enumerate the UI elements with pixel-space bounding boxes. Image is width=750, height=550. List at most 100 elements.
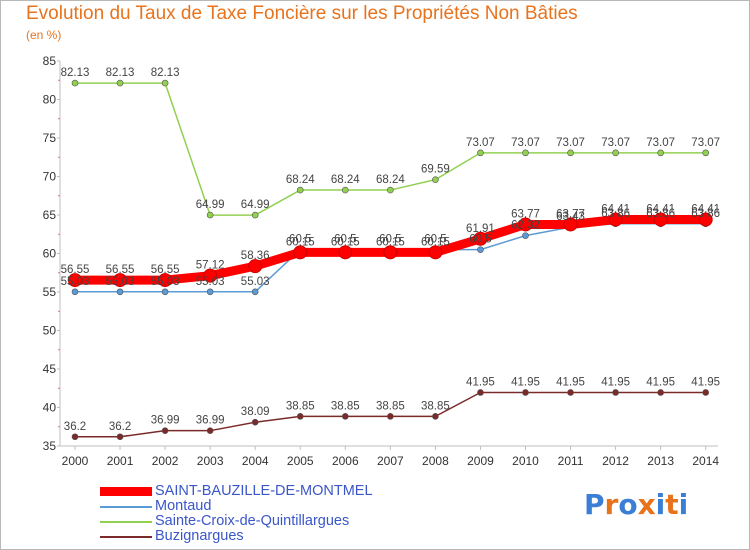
data-label: 68.24 — [376, 174, 405, 186]
data-point — [116, 288, 124, 296]
data-label: 68.24 — [286, 174, 315, 186]
series-line-3 — [75, 82, 706, 216]
line-chart: 35 40 45 50 55 60 65 70 75 80 85 2000 2001 2002 2003 20… — [43, 54, 720, 468]
data-point — [477, 246, 484, 253]
data-point — [387, 413, 394, 420]
data-label: 82.13 — [106, 67, 135, 79]
data-label: 60.5 — [424, 234, 446, 246]
data-point — [206, 427, 214, 434]
data-point — [702, 389, 710, 396]
data-label: 55.03 — [61, 276, 90, 288]
logo-letter: o — [618, 488, 638, 521]
x-tick-label: 2007 — [377, 454, 404, 468]
data-label: 41.95 — [466, 376, 495, 388]
data-point — [203, 268, 218, 283]
x-tick-label: 2010 — [512, 454, 539, 468]
data-label: 55.03 — [151, 276, 180, 288]
data-point — [338, 245, 353, 260]
data-point — [248, 259, 263, 274]
legend-label: Sainte-Croix-de-Quintillargues — [155, 513, 350, 529]
data-label: 57.12 — [196, 260, 225, 272]
data-label: 63.43 — [556, 211, 585, 223]
y-tick-label: 65 — [43, 208, 57, 222]
data-point — [432, 413, 439, 420]
data-label: 60.15 — [286, 236, 315, 248]
data-point — [206, 211, 214, 219]
data-label: 68.24 — [331, 174, 360, 186]
y-tick-label: 45 — [43, 362, 57, 376]
data-point — [522, 149, 529, 157]
x-tick-label: 2013 — [647, 454, 674, 468]
data-label: 41.95 — [646, 376, 675, 388]
data-point — [518, 217, 533, 232]
data-label: 63.77 — [511, 208, 540, 220]
data-label: 60.5 — [289, 234, 311, 246]
legend-label: Montaud — [155, 498, 212, 514]
data-label: 60.5 — [334, 234, 356, 246]
data-point — [657, 149, 664, 157]
proxiti-logo: Proxiti — [584, 488, 688, 521]
logo-letter: t — [665, 488, 679, 521]
data-point — [341, 413, 349, 420]
legend-swatch — [100, 535, 152, 538]
x-tick-label: 2014 — [692, 454, 719, 468]
data-label: 38.85 — [331, 400, 360, 412]
y-tick-label: 80 — [43, 93, 57, 107]
data-point — [251, 288, 259, 296]
y-tick-label: 50 — [43, 324, 57, 338]
data-point — [71, 288, 79, 296]
data-label: 63.86 — [601, 208, 630, 220]
data-point — [612, 389, 619, 396]
data-point — [657, 389, 664, 396]
data-point — [387, 186, 394, 194]
data-point — [567, 149, 574, 157]
data-point — [612, 149, 619, 157]
data-label: 55.03 — [196, 276, 225, 288]
y-tick-label: 40 — [43, 401, 57, 415]
data-label: 73.07 — [556, 137, 585, 149]
x-tick-label: 2006 — [332, 454, 359, 468]
data-label: 73.07 — [511, 137, 540, 149]
data-label: 55.03 — [106, 276, 135, 288]
data-label: 73.07 — [646, 137, 675, 149]
data-label: 41.95 — [511, 376, 540, 388]
data-label: 60.5 — [379, 234, 401, 246]
x-tick-label: 2002 — [152, 454, 179, 468]
data-label: 60.15 — [376, 236, 405, 248]
logo-letter: P — [584, 488, 605, 521]
data-point — [522, 389, 529, 396]
data-label: 38.09 — [241, 406, 270, 418]
data-label: 36.2 — [109, 421, 131, 433]
x-tick-label: 2011 — [558, 454, 584, 468]
x-tick-label: 2012 — [602, 454, 629, 468]
data-point — [432, 176, 439, 183]
data-label: 82.13 — [61, 67, 90, 79]
data-point — [653, 212, 668, 227]
data-point — [477, 149, 484, 157]
data-label: 38.85 — [286, 400, 315, 412]
data-label: 69.59 — [421, 164, 450, 176]
data-point — [158, 273, 173, 288]
y-tick-label: 85 — [43, 54, 57, 68]
data-point — [702, 149, 710, 157]
data-label: 38.85 — [421, 400, 450, 412]
data-label: 63.86 — [646, 208, 675, 220]
legend-swatch — [100, 487, 152, 496]
data-label: 56.55 — [61, 264, 90, 276]
x-tick-label: 2001 — [107, 454, 134, 468]
data-label: 58.36 — [241, 250, 270, 262]
data-label: 73.07 — [601, 137, 630, 149]
data-point — [567, 389, 574, 396]
logo-letter: x — [637, 488, 656, 521]
data-label: 36.99 — [196, 415, 225, 427]
data-point — [296, 413, 304, 420]
x-tick-label: 2003 — [197, 454, 224, 468]
data-point — [113, 273, 128, 288]
chart-title: Evolution du Taux de Taxe Foncière sur l… — [26, 3, 578, 24]
data-label: 64.41 — [646, 204, 675, 216]
logo-letter: i — [678, 488, 689, 521]
data-labels: 82.13 82.13 82.13 64.99 64.99 68.24 68.24 68.24… — [61, 67, 720, 433]
legend-swatch — [100, 520, 152, 523]
data-label: 64.99 — [196, 199, 225, 211]
